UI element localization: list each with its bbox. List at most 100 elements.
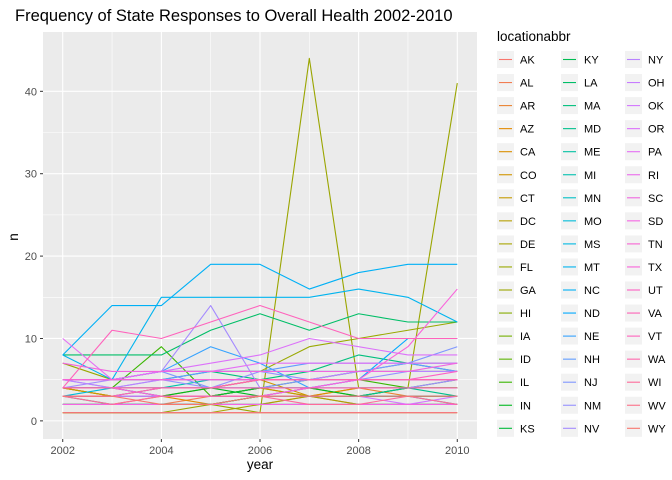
legend-label: ME	[584, 147, 601, 159]
legend-label: MN	[584, 193, 601, 205]
legend-item-la: LA	[561, 74, 598, 92]
legend-label: IN	[520, 400, 531, 412]
chart-title: Frequency of State Responses to Overall …	[15, 7, 453, 25]
legend-label: UT	[648, 285, 663, 297]
legend-label: GA	[520, 285, 537, 297]
legend-item-nj: NJ	[561, 373, 597, 391]
legend-item-nm: NM	[561, 396, 601, 414]
legend-item-ms: MS	[561, 235, 601, 253]
legend-label: NY	[648, 55, 664, 67]
legend-item-id: ID	[497, 350, 531, 368]
legend-label: LA	[584, 78, 598, 90]
legend-label: OH	[648, 78, 665, 90]
legend-item-co: CO	[497, 166, 537, 184]
legend-item-ut: UT	[625, 281, 663, 299]
legend-label: MI	[584, 170, 596, 182]
legend-label: NH	[584, 354, 600, 366]
legend-item-pa: PA	[625, 143, 663, 161]
legend-label: DE	[520, 239, 535, 251]
legend-label: MT	[584, 262, 600, 274]
x-tick-label: 2006	[248, 445, 272, 457]
legend-item-wi: WI	[625, 373, 661, 391]
legend-label: IA	[520, 331, 531, 343]
legend-label: IL	[520, 377, 529, 389]
x-axis-title: year	[247, 457, 274, 472]
y-tick-label: 20	[25, 251, 37, 263]
x-tick-label: 2008	[346, 445, 370, 457]
y-tick-label: 10	[25, 333, 37, 345]
series-line-vt	[62, 304, 458, 389]
legend-item-nv: NV	[561, 419, 600, 437]
legend-item-mt: MT	[561, 258, 600, 276]
legend-label: HI	[520, 308, 531, 320]
legend-label: KY	[584, 55, 599, 67]
legend-item-ar: AR	[497, 97, 535, 115]
legend-item-ok: OK	[625, 97, 665, 115]
series-line-wa	[62, 379, 458, 389]
legend-item-nh: NH	[561, 350, 600, 368]
legend-label: FL	[520, 262, 533, 274]
legend-label: VA	[648, 308, 663, 320]
legend-item-me: ME	[561, 143, 601, 161]
series-line-pa	[62, 338, 458, 381]
legend-item-il: IL	[497, 373, 529, 391]
legend-label: WI	[648, 377, 661, 389]
legend-label: NE	[584, 331, 599, 343]
legend-item-nd: ND	[561, 304, 600, 322]
y-axis: 0 10 20 30 40	[25, 86, 43, 428]
legend-item-dc: DC	[497, 212, 536, 230]
legend-item-or: OR	[625, 120, 665, 138]
legend-item-tn: TN	[625, 235, 663, 253]
legend-label: NM	[584, 400, 601, 412]
legend-label: PA	[648, 147, 663, 159]
legend-item-wa: WA	[625, 350, 666, 368]
legend-label: CO	[520, 170, 537, 182]
legend-label: WY	[648, 423, 666, 435]
legend-label: NV	[584, 423, 600, 435]
x-axis: 2002 2004 2006 2008 2010	[50, 439, 470, 457]
series-line-sc	[62, 362, 458, 372]
legend-label: TX	[648, 262, 663, 274]
legend-item-de: DE	[497, 235, 535, 253]
legend-label: DC	[520, 216, 536, 228]
legend-item-mi: MI	[561, 166, 596, 184]
legend-item-ky: KY	[561, 51, 599, 68]
legend-label: NJ	[584, 377, 597, 389]
legend-label: NC	[584, 285, 600, 297]
legend-label: VT	[648, 331, 662, 343]
legend-item-az: AZ	[497, 120, 534, 138]
legend-item-tx: TX	[625, 258, 663, 276]
legend-title: locationabbr	[497, 29, 571, 44]
legend-label: MS	[584, 239, 601, 251]
legend-label: OR	[648, 124, 665, 136]
legend-label: AK	[520, 55, 535, 67]
legend-item-ks: KS	[497, 419, 535, 437]
y-tick-label: 0	[31, 416, 37, 428]
y-tick-label: 40	[25, 86, 37, 98]
legend-label: AZ	[520, 124, 534, 136]
legend-label: MO	[584, 216, 602, 228]
legend-item-mo: MO	[561, 212, 602, 230]
legend-item-nc: NC	[561, 281, 600, 299]
legend-label: AL	[520, 78, 533, 90]
legend-label: RI	[648, 170, 659, 182]
legend-item-sc: SC	[625, 189, 663, 207]
legend-item-ga: GA	[497, 281, 537, 299]
legend-item-wv: WV	[625, 396, 666, 414]
legend-item-vt: VT	[625, 327, 662, 345]
legend-label: KS	[520, 423, 535, 435]
legend-item-mn: MN	[561, 189, 601, 207]
x-tick-label: 2010	[445, 445, 469, 457]
legend-label: OK	[648, 101, 665, 113]
legend-item-sd: SD	[625, 212, 663, 230]
series-line-mt	[62, 288, 458, 381]
y-axis-title: n	[6, 233, 21, 241]
x-tick-label: 2002	[50, 445, 74, 457]
legend-item-wy: WY	[625, 419, 666, 437]
legend-item-fl: FL	[497, 258, 533, 276]
series-lines	[62, 57, 458, 414]
series-line-la	[62, 313, 458, 356]
legend-item-ny: NY	[625, 51, 664, 68]
legend-label: ND	[584, 308, 600, 320]
